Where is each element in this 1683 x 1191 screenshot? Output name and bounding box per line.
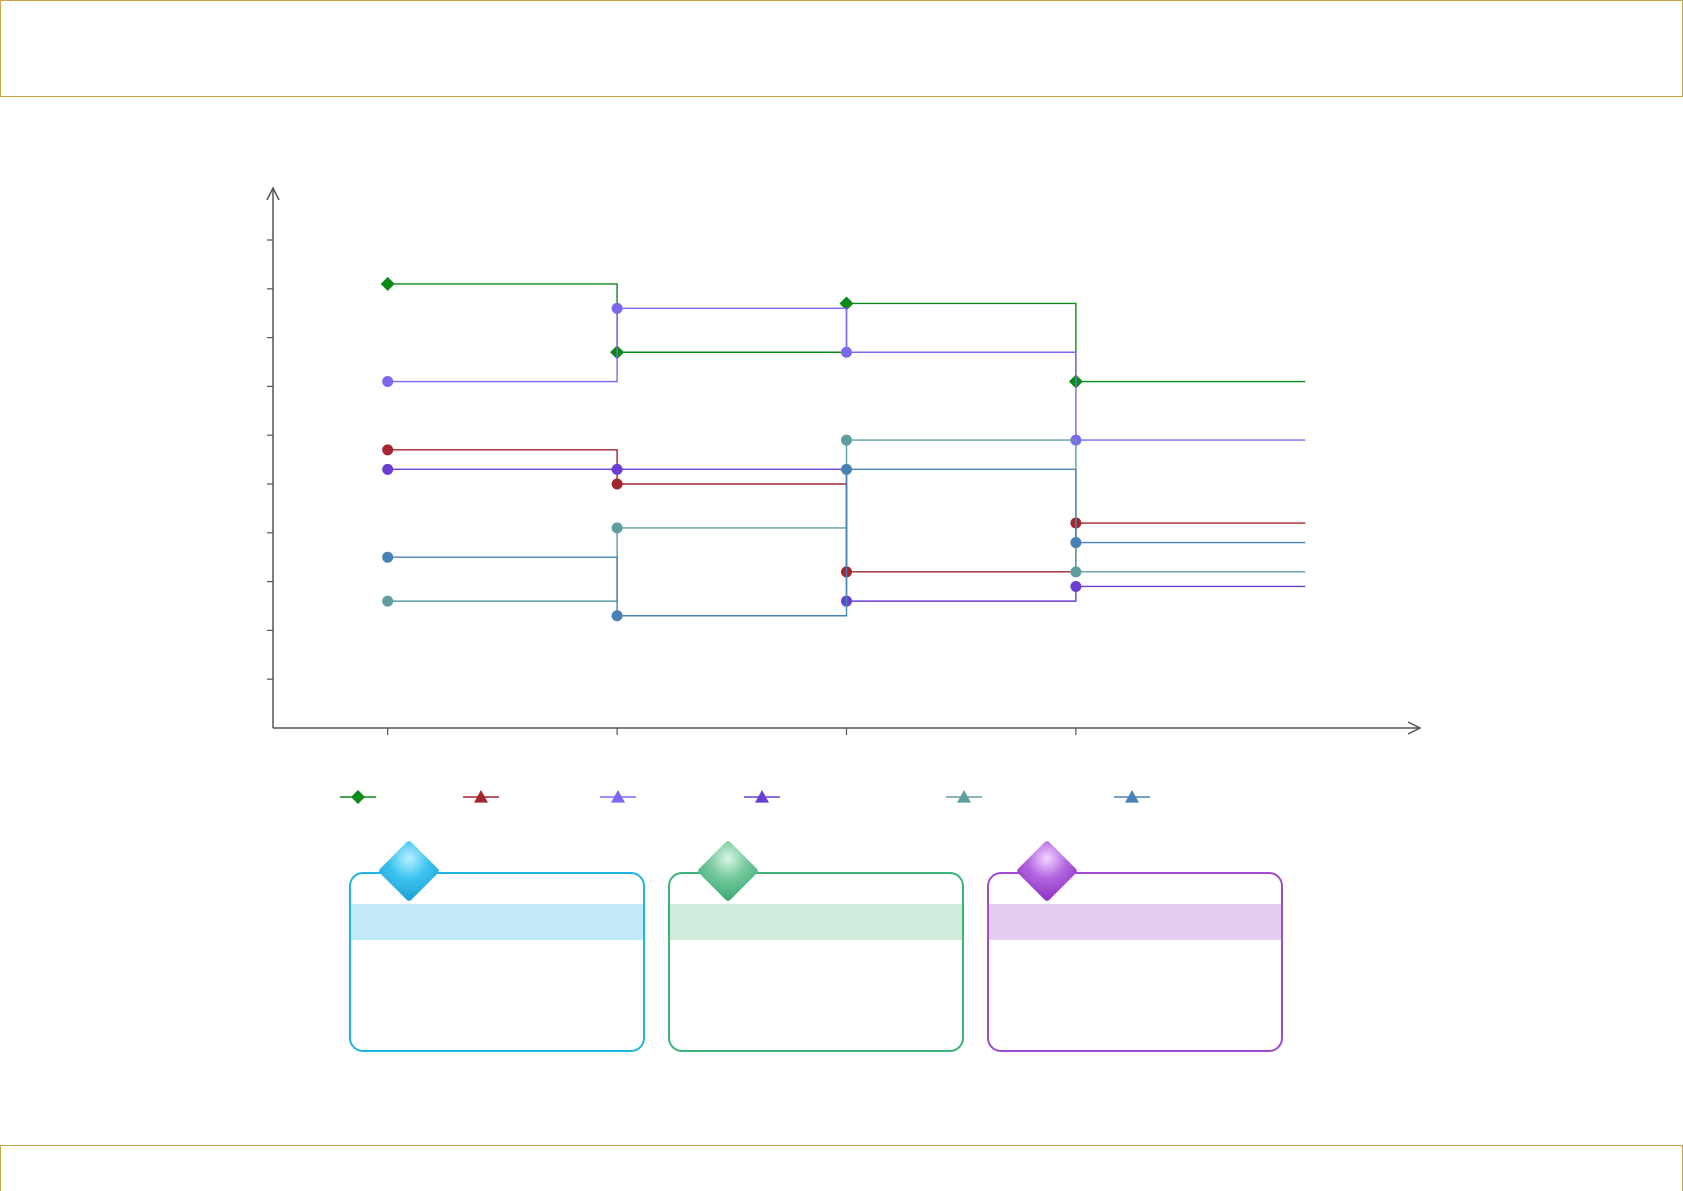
x-axis-arrow	[1407, 721, 1422, 735]
header-band	[0, 0, 1683, 97]
data-point	[382, 463, 394, 475]
data-point	[380, 276, 395, 291]
data-point	[1070, 580, 1082, 592]
chart-axes	[266, 186, 1422, 735]
data-point	[1070, 537, 1082, 549]
legend-item-6	[1114, 790, 1150, 803]
legend-item-1	[340, 790, 376, 804]
data-point	[611, 610, 623, 622]
data-point	[611, 478, 623, 490]
data-point	[841, 346, 852, 358]
legend-item-2	[463, 790, 499, 803]
legend-marker	[1125, 790, 1139, 803]
data-point	[382, 595, 394, 607]
legend-marker	[611, 790, 625, 803]
data-point	[841, 463, 852, 475]
series-1	[380, 276, 1306, 389]
data-point	[382, 444, 394, 456]
legend-marker	[474, 790, 488, 803]
data-point	[382, 376, 394, 388]
card-header-band	[351, 904, 643, 940]
series-line	[387, 307, 1306, 441]
legend-item-4	[744, 790, 780, 803]
chart-series	[380, 276, 1306, 622]
series-line	[387, 468, 1306, 617]
data-point	[841, 434, 852, 446]
data-point	[1070, 566, 1082, 578]
y-axis-arrow	[266, 186, 280, 201]
info-card-purple	[987, 872, 1283, 1052]
legend-item-5	[946, 790, 982, 803]
data-point	[839, 296, 854, 311]
series-5	[382, 434, 1306, 607]
chart-legend	[340, 790, 1150, 804]
data-point	[611, 463, 623, 475]
card-header-band	[989, 904, 1281, 940]
series-6	[382, 463, 1306, 622]
data-point	[611, 302, 623, 314]
info-card-cyan	[349, 872, 645, 1052]
data-point	[382, 551, 394, 563]
card-header-band	[670, 904, 962, 940]
series-4	[382, 463, 1306, 607]
legend-marker	[351, 790, 365, 804]
series-3	[382, 302, 1306, 446]
legend-marker	[957, 790, 971, 803]
info-card-green	[668, 872, 964, 1052]
legend-item-3	[600, 790, 636, 803]
data-point	[611, 522, 623, 534]
footer-band	[0, 1145, 1683, 1191]
legend-marker	[755, 790, 769, 803]
